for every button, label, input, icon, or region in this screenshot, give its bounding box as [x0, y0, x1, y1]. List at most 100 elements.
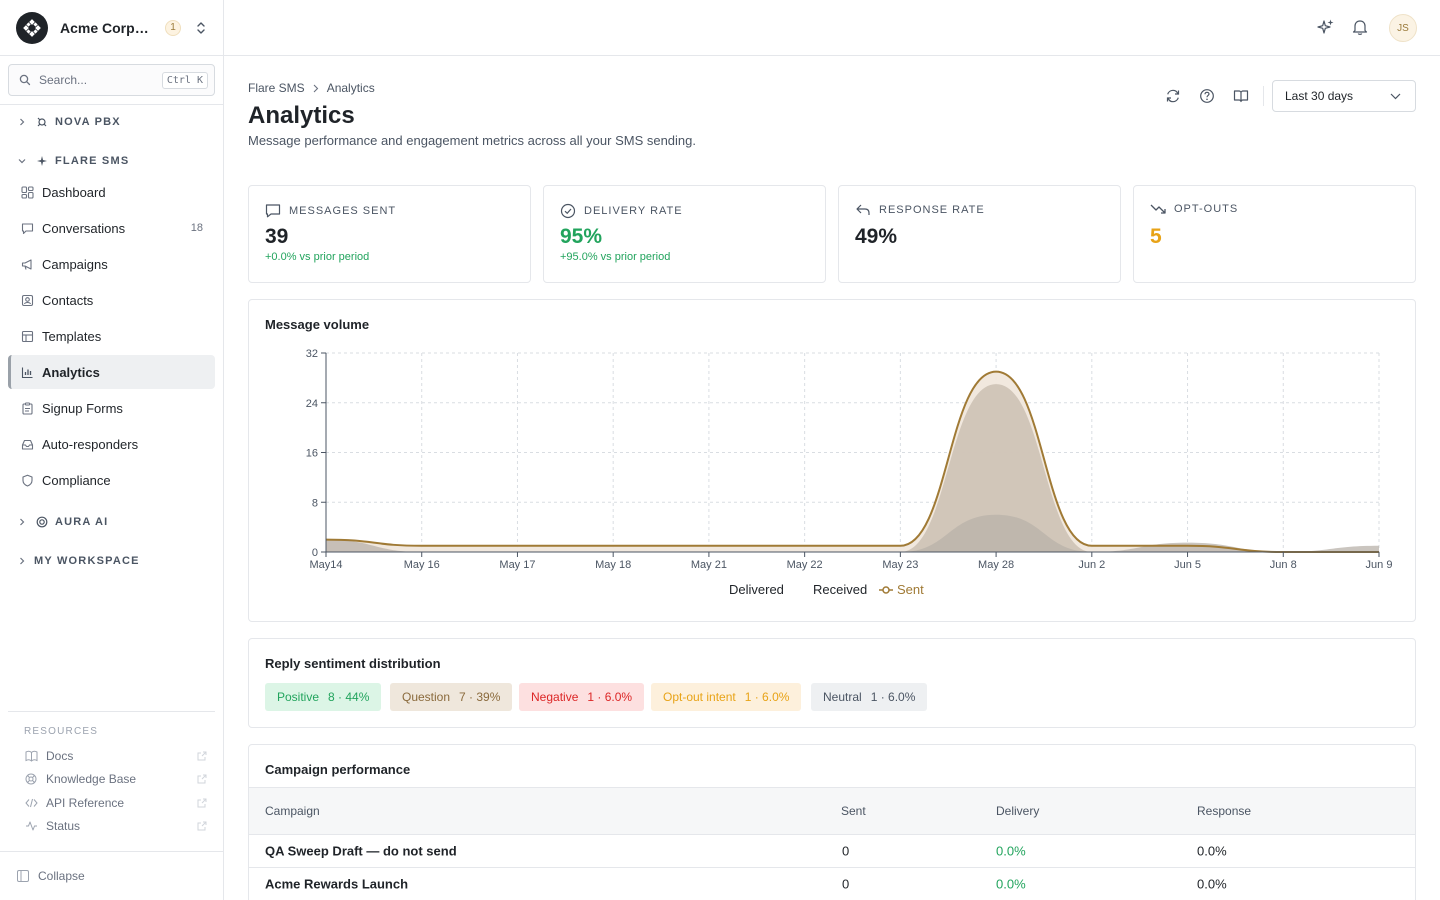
breadcrumb-analytics: Analytics [326, 81, 375, 95]
sidebar-item-label: Contacts [42, 292, 94, 308]
clipboard-icon [20, 402, 34, 415]
sentiment-title: Reply sentiment distribution [265, 656, 441, 671]
sidebar-item-contacts[interactable]: Contacts [8, 283, 215, 317]
kpi-opt-outs: OPT-OUTS 5 [1133, 185, 1416, 283]
sidebar-item-campaigns[interactable]: Campaigns [8, 247, 215, 281]
chevron-right-icon [18, 118, 28, 126]
section-label: NOVA PBX [55, 116, 121, 128]
reply-icon [855, 203, 871, 217]
campaign-delivery: 0.0% [996, 843, 1026, 859]
sidebar-item-dashboard[interactable]: Dashboard [8, 175, 215, 209]
sidebar-item-compliance[interactable]: Compliance [8, 463, 215, 497]
sidebar-item-label: Analytics [42, 364, 100, 380]
section-nova-pbx[interactable]: NOVA PBX [0, 111, 121, 133]
sidebar-item-conversations[interactable]: Conversations 18 [8, 211, 215, 245]
y-tick-label: 16 [306, 448, 318, 460]
sparkles-icon[interactable] [1317, 18, 1335, 36]
section-label: MY WORKSPACE [34, 555, 140, 567]
table-row[interactable]: QA Sweep Draft — do not send 0 0.0% 0.0% [249, 835, 1415, 868]
series-sent-area [326, 371, 1379, 552]
sentiment-chip-question[interactable]: Question 7 · 39% [390, 683, 513, 711]
campaign-delivery: 0.0% [996, 876, 1026, 892]
bell-icon[interactable] [1352, 18, 1368, 36]
help-icon[interactable] [1199, 88, 1215, 104]
chevron-up-down-icon[interactable] [195, 21, 207, 35]
org-badge: 1 [165, 19, 181, 36]
resource-docs[interactable]: Docs [8, 744, 215, 768]
resource-knowledge-base[interactable]: Knowledge Base [8, 768, 215, 792]
resource-label: Status [46, 819, 81, 834]
breadcrumb: Flare SMS Analytics [248, 81, 375, 95]
x-tick-label: May 16 [404, 559, 440, 571]
legend-item: Sent [897, 582, 924, 597]
sidebar-item-signup-forms[interactable]: Signup Forms [8, 391, 215, 425]
campaign-sent: 0 [842, 876, 850, 892]
legend-item: Received [813, 582, 867, 597]
series-sent-line [325, 370, 1379, 554]
kpi-header: RESPONSE RATE [855, 203, 985, 217]
sentiment-chip-neutral[interactable]: Neutral 1 · 6.0% [811, 683, 928, 711]
sidebar-item-analytics[interactable]: Analytics [8, 355, 215, 389]
chevron-down-icon [18, 157, 28, 165]
chevron-right-icon [18, 557, 28, 565]
legend-sent-dot [882, 586, 890, 594]
external-link-icon [197, 798, 207, 808]
phone-ring-icon [36, 116, 48, 128]
col-sent[interactable]: Sent [841, 804, 866, 818]
sidebar: Acme Corporation 1 Search... Ctrl K NOVA… [0, 0, 224, 900]
resources-title: RESOURCES [24, 726, 99, 737]
lifebuoy-icon [24, 773, 38, 785]
book-icon [24, 750, 38, 762]
sidebar-item-label: Auto-responders [42, 436, 139, 452]
kpi-messages-sent: MESSAGES SENT 39 +0.0% vs prior period [248, 185, 531, 283]
sidebar-item-label: Conversations [42, 220, 126, 236]
resources-section: RESOURCES Docs Knowledge Base API Refere… [8, 711, 215, 838]
resource-api-reference[interactable]: API Reference [8, 791, 215, 815]
search-input[interactable]: Search... Ctrl K [8, 64, 215, 96]
x-tick-label: Jun 9 [1366, 559, 1393, 571]
resource-label: Docs [46, 748, 74, 763]
search-icon [19, 74, 31, 86]
col-campaign[interactable]: Campaign [265, 804, 320, 818]
x-tick-label: May 18 [595, 559, 631, 571]
dashboard-icon [20, 185, 34, 199]
external-link-icon [197, 774, 207, 784]
chip-value: 1 · 6.0% [587, 690, 633, 704]
external-link-icon [197, 821, 207, 831]
avatar[interactable]: JS [1389, 14, 1417, 42]
sentiment-chip-opt-out[interactable]: Opt-out intent 1 · 6.0% [651, 683, 802, 711]
kpi-header: MESSAGES SENT [265, 203, 396, 218]
kpi-value: 95% [560, 225, 603, 248]
page-subtitle: Message performance and engagement metri… [248, 133, 696, 148]
chip-label: Negative [531, 690, 579, 704]
y-tick-label: 8 [312, 497, 318, 509]
section-my-workspace[interactable]: MY WORKSPACE [0, 550, 140, 572]
x-tick-label: May 28 [978, 559, 1014, 571]
y-tick-label: 24 [306, 398, 318, 410]
resource-status[interactable]: Status [8, 815, 215, 839]
sentiment-chip-negative[interactable]: Negative 1 · 6.0% [519, 683, 645, 711]
kpi-response-rate: RESPONSE RATE 49% [838, 185, 1121, 283]
y-tick-label: 32 [306, 348, 318, 360]
section-flare-sms[interactable]: FLARE SMS [0, 150, 129, 172]
campaign-name[interactable]: QA Sweep Draft — do not send [265, 843, 457, 859]
x-tick-label: Jun 5 [1174, 559, 1201, 571]
date-range-select[interactable]: Last 30 days [1272, 80, 1416, 112]
sidebar-item-templates[interactable]: Templates [8, 319, 215, 353]
book-open-icon[interactable] [1233, 88, 1249, 104]
sidebar-item-auto-responders[interactable]: Auto-responders [8, 427, 215, 461]
breadcrumb-flare-sms[interactable]: Flare SMS [248, 81, 305, 95]
collapse-sidebar-button[interactable]: Collapse [0, 851, 223, 900]
resource-label: Knowledge Base [46, 772, 137, 787]
org-switcher[interactable]: Acme Corporation 1 [0, 0, 223, 56]
sentiment-chip-positive[interactable]: Positive 8 · 44% [265, 683, 382, 711]
col-delivery[interactable]: Delivery [996, 804, 1040, 818]
section-aura-ai[interactable]: AURA AI [0, 511, 108, 533]
table-header: Campaign Sent Delivery Response [249, 787, 1415, 835]
campaign-name[interactable]: Acme Rewards Launch [265, 876, 409, 892]
refresh-icon[interactable] [1165, 88, 1181, 104]
table-row[interactable]: Acme Rewards Launch 0 0.0% 0.0% [249, 868, 1415, 900]
page-title: Analytics [248, 102, 355, 129]
search-placeholder: Search... [39, 73, 88, 87]
col-response[interactable]: Response [1197, 804, 1252, 818]
